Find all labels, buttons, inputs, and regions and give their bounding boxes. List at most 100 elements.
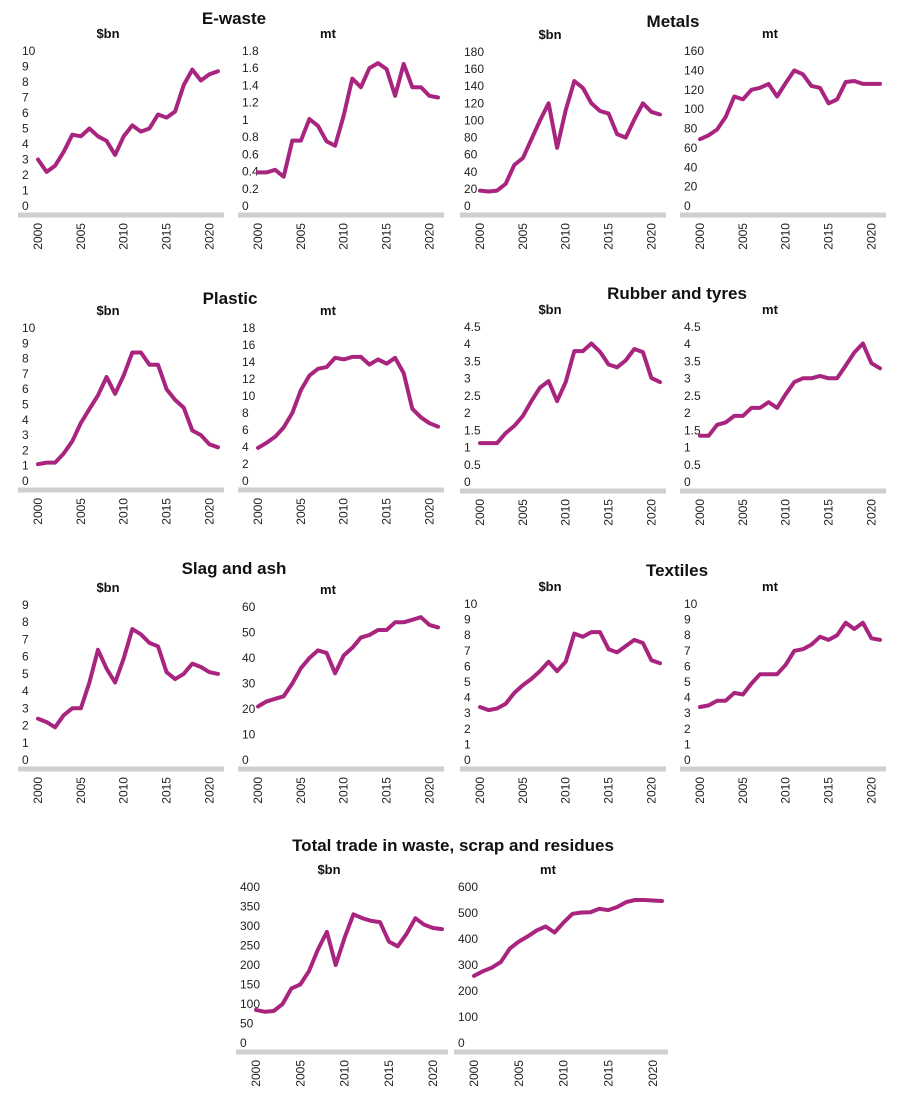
chart-panel: $bn 0 20 40 60 80 100 120 140 160 180 2000 2005 2010 2… — [460, 27, 666, 250]
y-tick-label: 10 — [684, 597, 698, 611]
y-tick-label: 0 — [464, 475, 471, 489]
y-tick-label: 6 — [22, 382, 29, 396]
x-tick-label: 2020 — [644, 223, 658, 250]
y-tick-label: 3 — [464, 372, 471, 386]
x-tick-label: 2005 — [294, 498, 308, 525]
x-tick-label: 2005 — [74, 223, 88, 250]
group-title: Rubber and tyres — [607, 284, 747, 303]
x-tick-label: 2000 — [467, 1060, 481, 1087]
y-tick-label: 3.5 — [684, 354, 701, 368]
x-tick-label: 2020 — [864, 777, 878, 804]
y-tick-label: 1 — [684, 737, 691, 751]
chart-panel: mt 0 0.2 0.4 0.6 0.8 1 1.2 1.4 1.6 1.8 2000 2005 2010… — [238, 26, 444, 250]
x-tick-label: 2000 — [251, 498, 265, 525]
x-tick-label: 2000 — [693, 777, 707, 804]
y-tick-label: 5 — [684, 675, 691, 689]
y-tick-label: 7 — [464, 644, 471, 658]
x-tick-label: 2020 — [202, 223, 216, 250]
y-tick-label: 60 — [464, 148, 478, 162]
x-tick-label: 2000 — [473, 223, 487, 250]
x-tick-label: 2015 — [822, 777, 836, 804]
y-tick-label: 4.5 — [464, 320, 481, 334]
y-tick-label: 3.5 — [464, 354, 481, 368]
y-tick-label: 60 — [684, 141, 698, 155]
y-tick-label: 9 — [684, 613, 691, 627]
x-tick-label: 2005 — [293, 1060, 307, 1087]
y-tick-label: 7 — [684, 644, 691, 658]
y-tick-label: 1 — [22, 184, 29, 198]
y-tick-label: 1.8 — [242, 44, 259, 58]
x-tick-label: 2015 — [602, 777, 616, 804]
y-tick-label: 1 — [464, 737, 471, 751]
y-tick-label: 200 — [458, 984, 478, 998]
y-tick-label: 3 — [22, 428, 29, 442]
y-tick-label: 4 — [684, 691, 691, 705]
unit-label: $bn — [317, 862, 340, 877]
chart-panel: $bn 0 50 100 150 200 250 300 350 400 2000 2005 2010 2… — [236, 862, 448, 1087]
x-tick-label: 2020 — [864, 499, 878, 526]
y-tick-label: 0 — [242, 753, 249, 767]
x-tick-label: 2010 — [779, 499, 793, 526]
y-tick-label: 7 — [22, 632, 29, 646]
x-tick-label: 2000 — [31, 223, 45, 250]
series-line — [256, 61, 440, 179]
x-tick-label: 2005 — [74, 777, 88, 804]
y-tick-label: 0 — [240, 1036, 247, 1050]
x-tick-label: 2010 — [337, 223, 351, 250]
x-tick-label: 2005 — [736, 777, 750, 804]
x-tick-label: 2005 — [516, 223, 530, 250]
x-tick-label: 2010 — [337, 777, 351, 804]
x-tick-label: 2015 — [160, 777, 174, 804]
x-tick-label: 2010 — [559, 777, 573, 804]
x-tick-label: 2000 — [249, 1060, 263, 1087]
x-tick-label: 2010 — [337, 498, 351, 525]
x-tick-label: 2010 — [559, 223, 573, 250]
y-tick-label: 2 — [22, 168, 29, 182]
y-tick-label: 2 — [22, 719, 29, 733]
y-tick-label: 2 — [22, 443, 29, 457]
y-tick-label: 6 — [22, 650, 29, 664]
y-tick-label: 8 — [22, 352, 29, 366]
unit-label: mt — [320, 303, 337, 318]
x-tick-label: 2000 — [693, 223, 707, 250]
unit-label: mt — [762, 579, 779, 594]
x-tick-label: 2005 — [736, 223, 750, 250]
x-tick-label: 2020 — [864, 223, 878, 250]
unit-label: mt — [762, 302, 779, 317]
x-tick-label: 2010 — [117, 223, 131, 250]
y-tick-label: 0 — [242, 199, 249, 213]
series-line — [698, 68, 882, 142]
series-line — [254, 912, 444, 1014]
x-tick-label: 2000 — [251, 223, 265, 250]
y-tick-label: 20 — [684, 180, 698, 194]
y-tick-label: 8 — [242, 406, 249, 420]
series-line — [478, 630, 662, 713]
y-tick-label: 10 — [22, 321, 36, 335]
x-tick-label: 2015 — [382, 1060, 396, 1087]
y-tick-label: 100 — [458, 1010, 478, 1024]
x-tick-label: 2015 — [602, 499, 616, 526]
y-tick-label: 4 — [684, 337, 691, 351]
y-tick-label: 12 — [242, 372, 256, 386]
y-tick-label: 1 — [22, 736, 29, 750]
y-tick-label: 4 — [464, 337, 471, 351]
y-tick-label: 3 — [464, 706, 471, 720]
y-tick-label: 6 — [684, 659, 691, 673]
y-tick-label: 2.5 — [684, 389, 701, 403]
y-tick-label: 14 — [242, 355, 256, 369]
y-tick-label: 40 — [242, 651, 256, 665]
y-tick-label: 5 — [22, 122, 29, 136]
y-tick-label: 2 — [684, 722, 691, 736]
x-tick-label: 2010 — [557, 1060, 571, 1087]
y-tick-label: 0.2 — [242, 182, 259, 196]
series-line — [478, 79, 662, 194]
y-tick-label: 250 — [240, 939, 260, 953]
y-tick-label: 0.8 — [242, 130, 259, 144]
y-tick-label: 2 — [684, 406, 691, 420]
y-tick-label: 10 — [22, 44, 36, 58]
group-title: E-waste — [202, 9, 266, 28]
y-tick-label: 0 — [684, 753, 691, 767]
